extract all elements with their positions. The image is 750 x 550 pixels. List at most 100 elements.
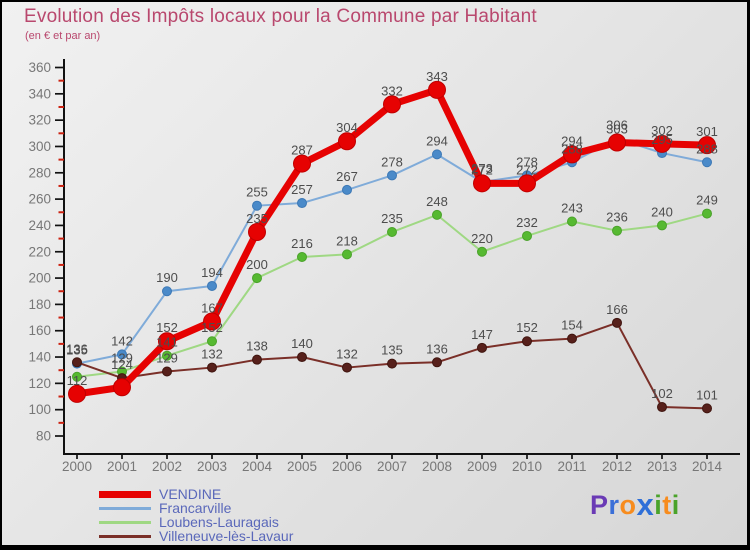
svg-text:301: 301: [696, 124, 718, 139]
svg-text:112: 112: [67, 373, 88, 388]
legend-label-villeneuve-les-lavaur: Villeneuve-lès-Lavaur: [159, 528, 294, 544]
point-Francarville-2001: [117, 349, 127, 360]
point-Villeneuve-lès-Lavaur-2003: [207, 362, 217, 373]
point-Francarville-2004: [252, 200, 262, 211]
point-Villeneuve-lès-Lavaur-2010: [522, 336, 532, 347]
point-Villeneuve-lès-Lavaur-2004: [252, 354, 262, 365]
svg-text:2008: 2008: [422, 459, 452, 474]
point-Loubens-Lauragais-2000: [72, 371, 82, 382]
svg-text:2014: 2014: [692, 459, 723, 474]
point-Loubens-Lauragais-2003: [207, 336, 217, 347]
svg-text:267: 267: [336, 169, 358, 184]
svg-text:2004: 2004: [242, 459, 273, 474]
svg-text:101: 101: [696, 387, 718, 402]
svg-text:135: 135: [381, 343, 403, 358]
svg-text:2003: 2003: [197, 459, 227, 474]
svg-text:273: 273: [471, 161, 493, 176]
y-axis-ticks: 80 100 120 140 160 180 200 220 240 260 280 300 320 34…: [28, 60, 64, 444]
svg-text:200: 200: [246, 257, 268, 272]
point-Loubens-Lauragais-2012: [612, 225, 622, 236]
svg-text:302: 302: [651, 123, 673, 138]
svg-text:129: 129: [156, 351, 178, 366]
svg-text:218: 218: [336, 233, 358, 248]
svg-text:154: 154: [561, 318, 583, 333]
svg-text:100: 100: [28, 402, 51, 417]
point-Loubens-Lauragais-2005: [297, 252, 307, 263]
point-Loubens-Lauragais-2006: [342, 249, 352, 260]
svg-text:152: 152: [201, 320, 223, 335]
svg-text:2013: 2013: [647, 459, 677, 474]
legend-item-loubens-lauragais: Loubens-Lauragais: [99, 515, 293, 529]
svg-text:180: 180: [28, 297, 51, 312]
svg-text:140: 140: [291, 336, 313, 351]
point-Francarville-2014: [702, 157, 712, 168]
svg-text:194: 194: [201, 265, 223, 280]
svg-text:300: 300: [28, 139, 51, 154]
svg-text:235: 235: [381, 211, 403, 226]
svg-text:220: 220: [471, 231, 493, 246]
legend-swatch-loubens-lauragais: [99, 520, 151, 524]
svg-text:295: 295: [651, 132, 673, 147]
series-VENDINE: [68, 80, 716, 403]
point-Loubens-Lauragais-2008: [432, 209, 442, 220]
point-Francarville-2005: [297, 198, 307, 209]
svg-text:303: 303: [606, 122, 628, 137]
point-Villeneuve-lès-Lavaur-2007: [387, 358, 397, 369]
svg-text:248: 248: [426, 194, 448, 209]
legend-swatch-villeneuve-les-lavaur: [99, 534, 151, 538]
svg-text:232: 232: [516, 215, 538, 230]
logo-letter: i: [654, 490, 663, 520]
point-VENDINE-2010: [518, 174, 536, 193]
point-Villeneuve-lès-Lavaur-2014: [702, 403, 712, 414]
svg-text:120: 120: [28, 376, 51, 391]
point-VENDINE-2009: [473, 174, 491, 193]
point-VENDINE-2001: [113, 378, 131, 397]
logo-letter-x: x: [636, 487, 655, 522]
svg-text:2002: 2002: [152, 459, 182, 474]
point-Loubens-Lauragais-2014: [702, 208, 712, 219]
point-VENDINE-2014: [698, 136, 716, 155]
svg-text:2007: 2007: [377, 459, 407, 474]
point-Loubens-Lauragais-2004: [252, 273, 262, 284]
svg-text:260: 260: [28, 192, 51, 207]
logo-letter: r: [608, 490, 620, 520]
point-VENDINE-2003: [203, 312, 221, 331]
svg-text:235: 235: [246, 211, 268, 226]
svg-text:2005: 2005: [287, 459, 317, 474]
point-Loubens-Lauragais-2007: [387, 227, 397, 238]
point-VENDINE-2007: [383, 95, 401, 114]
point-Villeneuve-lès-Lavaur-2008: [432, 357, 442, 368]
point-Loubens-Lauragais-2002: [162, 350, 172, 361]
point-Francarville-2008: [432, 149, 442, 160]
series-Villeneuve-lès-Lavaur: [72, 317, 712, 414]
point-Loubens-Lauragais-2011: [567, 216, 577, 227]
svg-text:294: 294: [561, 133, 583, 148]
point-VENDINE-2012: [608, 133, 626, 152]
svg-text:360: 360: [28, 60, 51, 75]
svg-text:243: 243: [561, 200, 583, 215]
proxiti-logo: Proxiti: [590, 486, 680, 522]
point-Villeneuve-lès-Lavaur-2009: [477, 342, 487, 353]
svg-text:132: 132: [201, 347, 223, 362]
point-VENDINE-2005: [293, 154, 311, 173]
svg-text:135: 135: [66, 343, 88, 358]
legend-item-vendine: VENDINE: [99, 487, 293, 501]
chart-legend: VENDINE Francarville Loubens-Lauragais V…: [99, 487, 293, 543]
svg-text:257: 257: [291, 182, 313, 197]
svg-text:138: 138: [246, 339, 268, 354]
labels-Francarville: 135 142 190 194 255 257 267 278 294 273 278 288 306 2…: [66, 118, 718, 358]
logo-letter: o: [619, 490, 637, 520]
point-Loubens-Lauragais-2010: [522, 230, 532, 241]
svg-text:80: 80: [36, 429, 51, 444]
svg-text:272: 272: [471, 162, 493, 177]
svg-text:236: 236: [606, 210, 628, 225]
svg-text:240: 240: [651, 204, 673, 219]
svg-text:190: 190: [156, 270, 178, 285]
svg-text:220: 220: [28, 244, 51, 259]
point-VENDINE-2000: [68, 384, 86, 403]
legend-swatch-vendine: [99, 490, 151, 498]
svg-text:332: 332: [381, 83, 403, 98]
